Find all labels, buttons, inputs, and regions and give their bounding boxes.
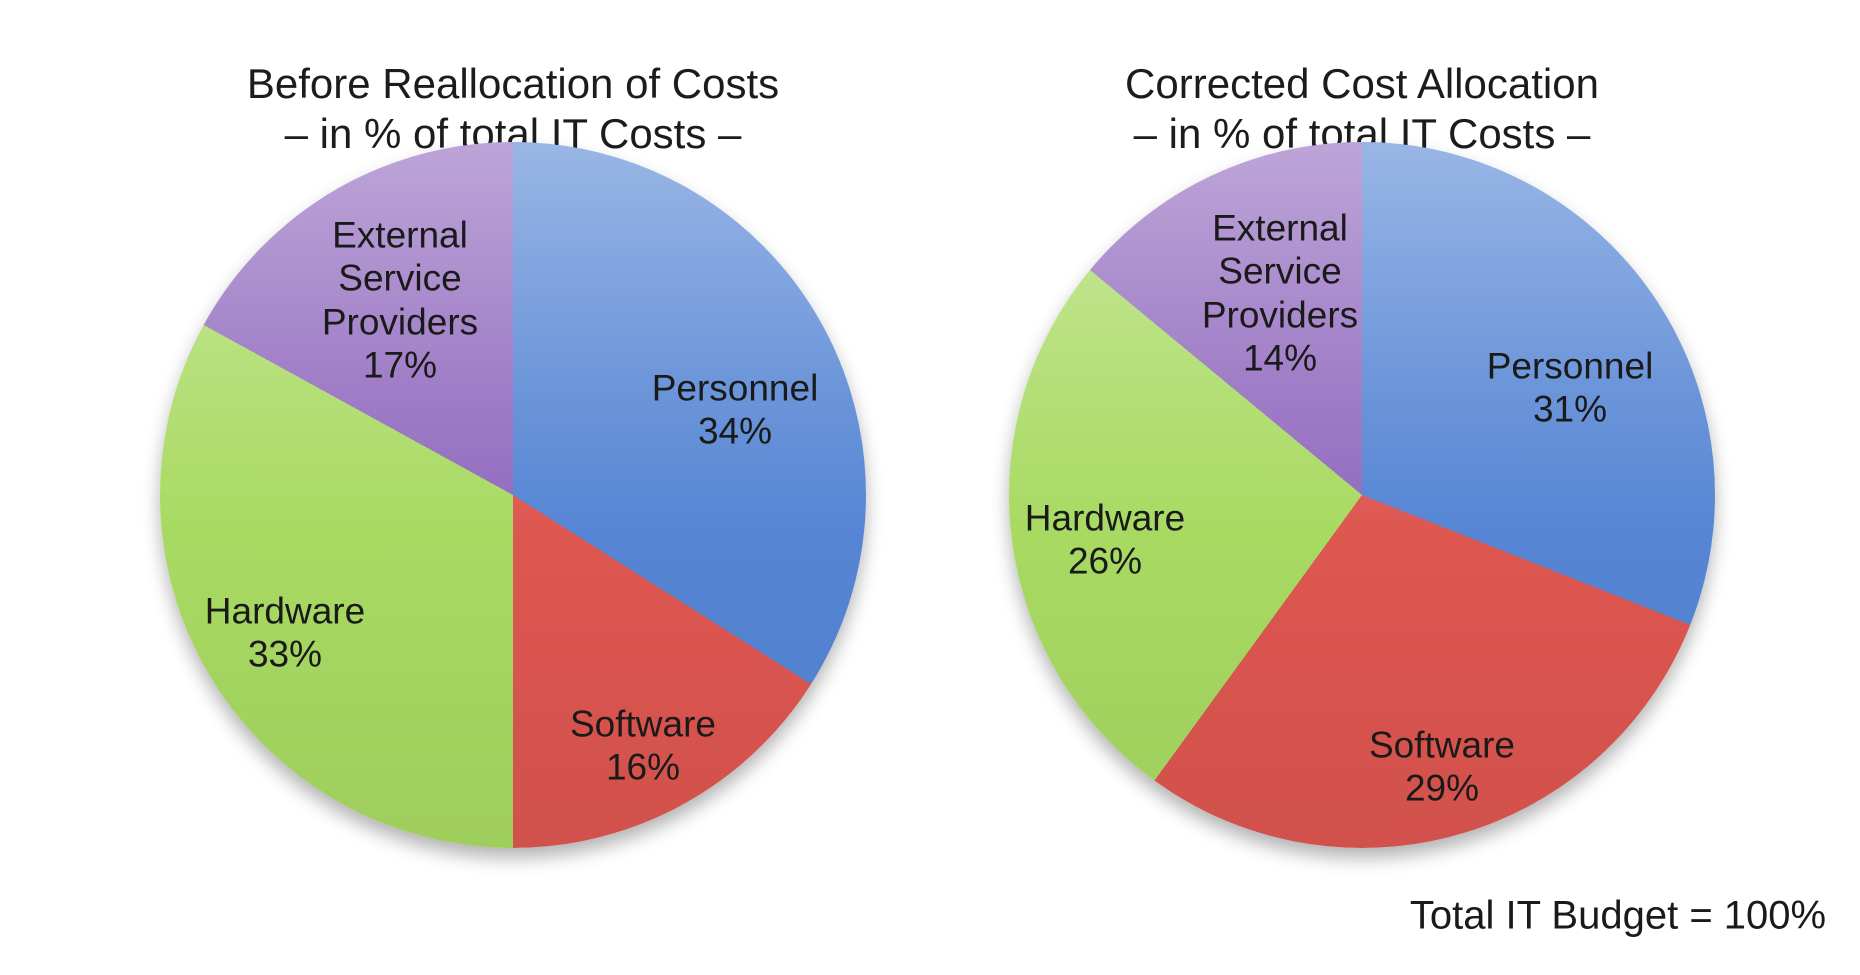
slice-name: External Service Providers — [321, 214, 479, 342]
slice-label-personnel-before: Personnel 34% — [652, 367, 819, 454]
slice-percent: 31% — [1532, 389, 1608, 430]
slice-percent: 33% — [247, 634, 323, 675]
slice-label-personnel-after: Personnel 31% — [1487, 345, 1654, 432]
slice-percent: 26% — [1067, 541, 1143, 582]
slice-label-hardware-after: Hardware 26% — [1025, 497, 1185, 584]
slice-label-software-before: Software 16% — [570, 703, 716, 790]
slice-name: External Service Providers — [1201, 207, 1359, 335]
total-budget-note: Total IT Budget = 100% — [1409, 893, 1827, 938]
slice-name: Software — [1368, 724, 1516, 766]
chart-title-before: Before Reallocation of Costs – in % of t… — [247, 59, 779, 160]
slice-percent: 34% — [697, 411, 773, 452]
chart-title-after: Corrected Cost Allocation – in % of tota… — [1125, 59, 1599, 160]
slice-name: Personnel — [1486, 345, 1654, 387]
chart-title-line1: Before Reallocation of Costs — [246, 59, 780, 107]
slice-name: Personnel — [651, 367, 819, 409]
slice-percent: 14% — [1242, 337, 1318, 379]
slice-label-external-before: External Service Providers 17% — [293, 213, 508, 386]
slice-label-hardware-before: Hardware 33% — [205, 590, 365, 677]
slice-percent: 16% — [605, 747, 681, 788]
chart-title-line1: Corrected Cost Allocation — [1125, 59, 1599, 107]
slice-label-external-after: External Service Providers 14% — [1173, 206, 1388, 379]
pie-chart-before — [160, 142, 866, 848]
slice-percent: 29% — [1404, 768, 1480, 809]
slice-label-software-after: Software 29% — [1369, 724, 1515, 811]
slice-name: Hardware — [1024, 497, 1186, 539]
slice-name: Hardware — [204, 590, 366, 632]
slice-name: Software — [569, 703, 717, 745]
pie-chart-after — [1009, 142, 1715, 848]
slice-percent: 17% — [362, 344, 438, 386]
